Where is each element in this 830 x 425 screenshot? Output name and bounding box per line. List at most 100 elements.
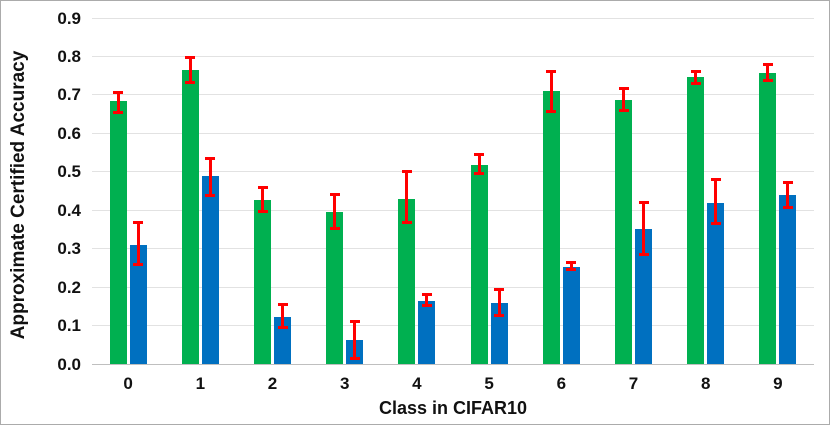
y-tick-label: 0.4 bbox=[57, 200, 81, 220]
x-tick-label: 9 bbox=[773, 374, 783, 393]
error-bar-cap bbox=[690, 69, 701, 73]
error-bar-class8-blue bbox=[714, 178, 718, 225]
error-bar-class3-green bbox=[333, 192, 337, 231]
error-bar-class9-blue bbox=[786, 181, 790, 209]
error-bar-cap bbox=[257, 210, 268, 214]
error-bar-cap bbox=[762, 62, 773, 66]
bar-class0-blue bbox=[129, 244, 147, 364]
error-bar-cap bbox=[421, 293, 432, 297]
error-bar-cap bbox=[329, 192, 340, 196]
bar-class7-blue bbox=[635, 229, 652, 364]
error-bar-cap bbox=[329, 227, 340, 231]
error-bar-cap bbox=[277, 326, 288, 329]
error-bar-cap bbox=[710, 221, 721, 225]
error-bar-cap bbox=[566, 261, 577, 265]
y-tick-label: 0.1 bbox=[57, 316, 81, 336]
y-axis-title: Approximate Certified Accuracy bbox=[8, 50, 29, 340]
error-bar-cap bbox=[205, 193, 216, 197]
error-bar-class6-blue bbox=[569, 261, 573, 271]
y-tick-label: 0.5 bbox=[57, 162, 81, 182]
error-bar-cap bbox=[638, 252, 649, 256]
x-tick-label: 6 bbox=[556, 374, 567, 393]
error-bar-cap bbox=[257, 185, 268, 189]
x-tick-label: 8 bbox=[700, 374, 711, 393]
error-bar-class1-green bbox=[188, 55, 192, 85]
y-tick-label: 0.9 bbox=[57, 8, 81, 28]
bar-class8-green bbox=[687, 76, 705, 364]
error-bar-cap bbox=[133, 262, 144, 266]
x-axis-title: Class in CIFAR10 bbox=[378, 398, 528, 418]
error-bar-cap bbox=[113, 91, 124, 95]
error-bar-cap bbox=[133, 220, 144, 224]
error-bar-class5-green bbox=[477, 153, 481, 175]
error-bar-class6-green bbox=[549, 69, 553, 113]
error-bar-class1-blue bbox=[208, 157, 212, 197]
gridline-0.5 bbox=[92, 171, 814, 173]
bar-class9-green bbox=[759, 72, 777, 364]
error-bar-class9-green bbox=[766, 62, 770, 83]
bar-class6-green bbox=[542, 91, 560, 364]
x-tick-label: 4 bbox=[412, 374, 422, 393]
bar-class8-blue bbox=[707, 202, 725, 364]
error-bar-cap bbox=[349, 357, 360, 361]
error-bar-cap bbox=[690, 81, 701, 85]
error-bar-class5-blue bbox=[497, 288, 501, 318]
error-bar-class3-blue bbox=[353, 319, 357, 361]
error-bar-cap bbox=[185, 55, 196, 59]
x-tick-label: 7 bbox=[628, 374, 639, 393]
error-bar-cap bbox=[401, 221, 412, 225]
error-bar-cap bbox=[474, 153, 485, 157]
x-tick-label: 5 bbox=[484, 374, 494, 393]
bar-class4-green bbox=[398, 198, 416, 364]
gridline-0.9 bbox=[92, 17, 814, 19]
error-bar-cap bbox=[494, 314, 505, 318]
gridline-0.7 bbox=[92, 94, 814, 96]
bar-class0-green bbox=[109, 100, 127, 364]
error-bar-cap bbox=[710, 178, 721, 182]
error-bar-cap bbox=[618, 109, 629, 113]
y-tick-label: 0.3 bbox=[57, 239, 81, 259]
gridline-0.6 bbox=[92, 132, 814, 134]
x-tick-label: 3 bbox=[339, 374, 350, 393]
y-tick-label: 0.8 bbox=[57, 46, 81, 66]
error-bar-cap bbox=[618, 87, 629, 91]
error-bar-cap bbox=[401, 169, 412, 173]
error-bar-class8-green bbox=[694, 69, 698, 85]
y-tick-label: 0.2 bbox=[57, 277, 81, 297]
error-bar-class7-blue bbox=[642, 201, 645, 256]
gridline-0.4 bbox=[92, 209, 814, 211]
error-bar-cap bbox=[277, 303, 288, 307]
error-bar-cap bbox=[546, 109, 557, 113]
error-bar-class0-blue bbox=[136, 220, 140, 266]
error-bar-class2-blue bbox=[281, 303, 284, 329]
bar-class5-blue bbox=[490, 303, 508, 364]
x-tick-label: 0 bbox=[123, 374, 133, 393]
error-bar-cap bbox=[185, 81, 196, 85]
error-bar-cap bbox=[205, 157, 216, 161]
error-bar-cap bbox=[638, 201, 649, 205]
bar-class4-blue bbox=[418, 300, 436, 364]
gridline-0.8 bbox=[92, 55, 814, 57]
y-tick-label: 0.0 bbox=[57, 354, 81, 374]
error-bar-cap bbox=[566, 267, 577, 271]
error-bar-class2-green bbox=[261, 185, 264, 214]
bar-class2-green bbox=[254, 199, 271, 364]
bar-class6-blue bbox=[562, 266, 580, 364]
error-bar-cap bbox=[349, 319, 360, 323]
bar-class3-green bbox=[326, 211, 344, 364]
x-tick-label: 1 bbox=[195, 374, 206, 393]
error-bar-class4-green bbox=[405, 169, 409, 225]
gridline-0.2 bbox=[92, 286, 814, 288]
bar-class1-green bbox=[181, 69, 199, 364]
gridline-0.3 bbox=[92, 248, 814, 250]
bar-class1-blue bbox=[201, 176, 219, 364]
error-bar-cap bbox=[782, 205, 793, 209]
bar-class7-green bbox=[615, 100, 632, 364]
error-bar-cap bbox=[474, 171, 485, 175]
error-bar-cap bbox=[762, 79, 773, 83]
error-bar-cap bbox=[546, 69, 557, 73]
error-bar-class0-green bbox=[116, 91, 120, 115]
bar-class9-blue bbox=[779, 194, 797, 364]
x-tick-label: 2 bbox=[267, 374, 278, 393]
